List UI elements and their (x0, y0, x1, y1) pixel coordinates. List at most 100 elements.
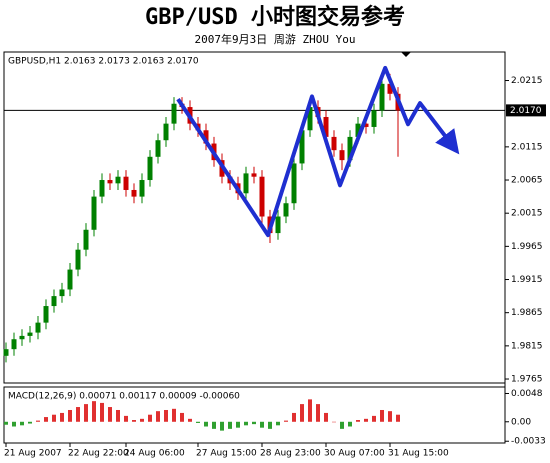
macd-bar (252, 421, 256, 425)
candle-body (251, 173, 257, 177)
candle-body (75, 249, 81, 270)
macd-bar (300, 404, 304, 422)
candle-body (43, 306, 49, 323)
candle-body (171, 103, 177, 124)
candle-body (363, 123, 369, 127)
macd-bar (388, 411, 392, 422)
y-tick-label: 1.9765 (511, 375, 543, 385)
candle-body (275, 216, 281, 234)
macd-bar (20, 421, 24, 426)
macd-bar (324, 412, 328, 422)
macd-bar (12, 421, 16, 427)
macd-bar (316, 404, 320, 422)
macd-tick-label: -0.0033 (511, 437, 546, 447)
macd-bar (276, 421, 280, 426)
macd-bar (188, 418, 192, 422)
candle-body (147, 156, 153, 181)
macd-bar (68, 409, 72, 422)
macd-bar (196, 421, 200, 423)
macd-bar (380, 409, 384, 422)
candle-body (3, 349, 9, 356)
candle-body (379, 83, 385, 111)
macd-bar (36, 420, 40, 422)
shift-marker (401, 52, 411, 57)
x-tick-label: 31 Aug 15:00 (388, 449, 449, 459)
x-tick-label: 30 Aug 07:00 (324, 449, 385, 459)
macd-bar (204, 421, 208, 427)
macd-bar (260, 421, 264, 428)
candle-body (131, 189, 137, 197)
candle-body (347, 136, 353, 161)
symbol-info: GBPUSD,H1 2.0163 2.0173 2.0163 2.0170 (8, 57, 199, 67)
macd-bar (396, 414, 400, 422)
candle-body (123, 176, 129, 190)
candle-body (259, 176, 265, 217)
macd-bar (284, 420, 288, 422)
candle-body (19, 335, 25, 340)
candle-body (371, 110, 377, 127)
x-tick-label: 24 Aug 06:00 (124, 449, 185, 459)
macd-bar (244, 421, 248, 426)
macd-bar (132, 420, 136, 422)
y-tick-label: 1.9865 (511, 308, 543, 318)
macd-bar (332, 421, 336, 423)
candle-body (115, 176, 121, 184)
macd-bar (116, 409, 120, 422)
candle-body (155, 140, 161, 157)
y-tick-label: 2.0065 (511, 176, 543, 186)
macd-bar (164, 409, 168, 422)
macd-bar (308, 399, 312, 422)
macd-bar (340, 421, 344, 429)
macd-bar (28, 421, 32, 424)
macd-bar (212, 421, 216, 429)
macd-bar (108, 407, 112, 422)
y-tick-label: 2.0115 (511, 142, 543, 152)
macd-bar (76, 407, 80, 422)
y-tick-label: 2.0215 (511, 76, 543, 86)
x-tick-label: 28 Aug 23:00 (260, 449, 321, 459)
macd-bar (220, 421, 224, 431)
macd-tick-label: 0.00 (511, 417, 531, 427)
chart-subtitle: 2007年9月3日 周游 ZHOU You (195, 32, 356, 46)
candle-body (99, 180, 105, 197)
y-tick-label: 1.9815 (511, 341, 543, 351)
x-tick-label: 22 Aug 22:00 (68, 449, 129, 459)
macd-bar (44, 417, 48, 422)
chart-title: GBP/USD 小时图交易参考 (145, 4, 405, 30)
candle-body (27, 332, 33, 336)
candle-body (243, 173, 249, 194)
macd-bar (140, 418, 144, 422)
candle-body (299, 130, 305, 164)
candle-body (11, 339, 17, 350)
macd-bar (372, 415, 376, 422)
candle-body (51, 296, 57, 307)
macd-bar (292, 412, 296, 422)
macd-bar (4, 421, 8, 425)
macd-bar (172, 408, 176, 422)
candle-body (387, 83, 393, 94)
current-price-box (506, 104, 546, 117)
candle-body (283, 203, 289, 217)
candle-body (139, 180, 145, 197)
macd-bar (356, 420, 360, 422)
macd-bar (92, 401, 96, 422)
zigzag-line (176, 65, 460, 238)
macd-bar (348, 421, 352, 427)
candle-body (307, 107, 313, 131)
candle-body (35, 322, 41, 333)
macd-bar (148, 414, 152, 422)
candle-body (91, 196, 97, 230)
macd-bar (60, 412, 64, 422)
macd-bar (156, 411, 160, 422)
macd-bar (100, 402, 104, 422)
candle-body (323, 117, 329, 137)
y-tick-label: 1.9965 (511, 242, 543, 252)
candle-body (331, 136, 337, 151)
macd-bar (84, 404, 88, 422)
candle-body (291, 163, 297, 204)
macd-bar (52, 414, 56, 422)
candle-body (339, 150, 345, 161)
macd-bar (268, 421, 272, 429)
x-tick-label: 21 Aug 2007 (4, 449, 62, 459)
